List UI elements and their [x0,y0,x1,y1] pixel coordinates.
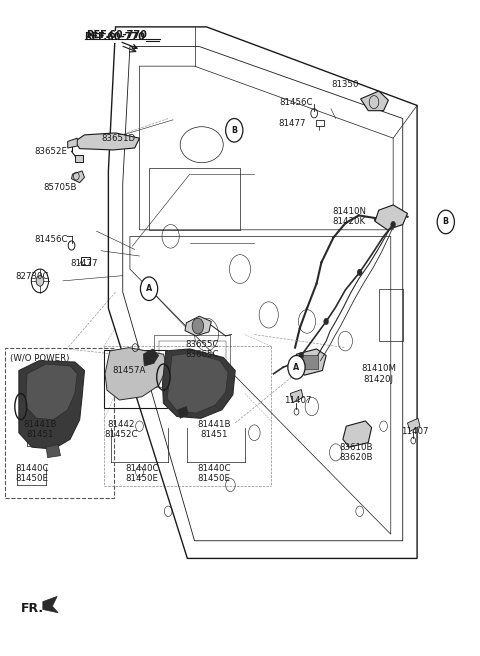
Text: 81456C: 81456C [280,98,313,107]
Text: 81452C: 81452C [105,430,138,440]
Polygon shape [46,445,60,458]
Bar [158,341,226,380]
Text: 83620B: 83620B [339,453,372,462]
Text: B: B [231,126,237,134]
Text: 81451: 81451 [26,430,54,440]
Polygon shape [25,364,77,420]
Text: 81450E: 81450E [197,474,230,483]
Circle shape [288,356,305,379]
Text: 85705B: 85705B [44,183,77,192]
Bar [104,350,167,408]
Text: 81477: 81477 [71,259,98,268]
Text: 81456C: 81456C [34,235,68,244]
Bar [300,356,318,369]
Polygon shape [162,349,235,419]
Polygon shape [43,596,58,613]
Polygon shape [75,133,140,150]
Polygon shape [343,421,372,447]
Circle shape [437,210,455,234]
Circle shape [357,269,362,276]
Polygon shape [68,138,77,148]
Text: 81420J: 81420J [364,375,394,384]
Circle shape [141,277,157,300]
Circle shape [226,119,243,142]
Bar [81,257,90,265]
Text: (W/O POWER): (W/O POWER) [10,354,70,363]
Text: 83665C: 83665C [185,350,218,359]
Text: 81441B: 81441B [23,420,57,430]
Text: 82730C: 82730C [15,272,48,281]
Text: 81451: 81451 [200,430,228,440]
Bar [4,348,114,498]
Circle shape [391,221,396,228]
Polygon shape [167,353,228,413]
Text: 81420K: 81420K [333,217,366,226]
Polygon shape [290,390,303,403]
Circle shape [324,318,328,325]
Bar [75,155,83,162]
Text: A: A [146,284,152,293]
Text: 81440C: 81440C [125,464,158,473]
Text: 81457A: 81457A [112,366,145,375]
Text: 81440C: 81440C [197,464,230,473]
Polygon shape [375,205,408,230]
Text: 11407: 11407 [401,427,429,436]
Text: 81441B: 81441B [197,420,230,430]
Text: 81410M: 81410M [361,364,396,373]
Text: B: B [443,217,449,226]
Polygon shape [185,316,211,336]
Polygon shape [19,361,84,449]
Polygon shape [295,349,326,375]
Text: 81442: 81442 [108,420,135,430]
Text: A: A [293,363,300,372]
Text: 83610B: 83610B [339,443,372,451]
Bar [316,120,324,127]
Text: FR.: FR. [21,602,44,615]
Bar [379,289,403,341]
Text: 81440C: 81440C [15,464,48,473]
Polygon shape [144,349,158,366]
Text: 81350: 81350 [332,80,359,89]
Text: 83655C: 83655C [185,340,218,349]
Circle shape [36,276,44,286]
Text: 81450E: 81450E [15,474,48,483]
Circle shape [299,352,304,359]
Circle shape [192,318,204,334]
Text: 11407: 11407 [284,396,311,405]
Polygon shape [408,419,420,432]
Polygon shape [105,348,167,400]
Text: 81477: 81477 [278,119,305,129]
Text: 83652E: 83652E [35,147,68,155]
Polygon shape [360,91,388,111]
Text: REF.60-770: REF.60-770 [84,31,145,42]
Polygon shape [72,171,84,182]
Text: 83651D: 83651D [101,134,135,142]
Bar [154,335,230,387]
Text: 81450E: 81450E [125,474,158,483]
Text: 81410N: 81410N [332,207,366,216]
Bar [149,168,240,230]
Text: REF.60-770: REF.60-770 [86,30,147,40]
Polygon shape [178,407,188,419]
